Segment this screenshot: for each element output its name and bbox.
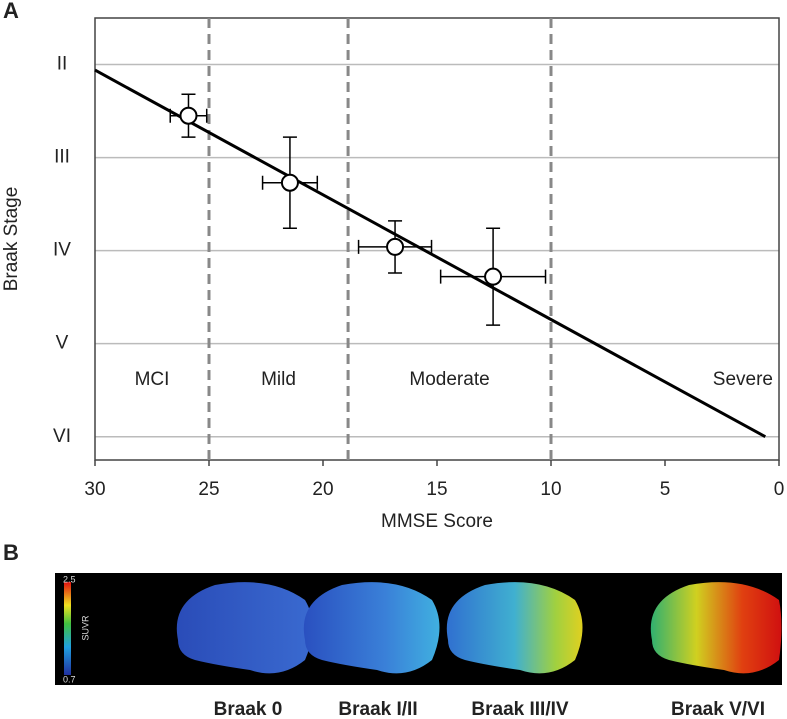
point	[280, 173, 299, 192]
brain	[303, 582, 440, 674]
x-tick-label: 0	[774, 479, 785, 500]
y-tick-label: VI	[53, 426, 71, 447]
point	[386, 237, 405, 256]
colorbar-max: 2.5	[63, 574, 76, 584]
brain-label: Braak 0	[214, 699, 283, 719]
brain-label: Braak V/VI	[671, 699, 765, 719]
fit-line	[94, 68, 767, 439]
x-tick-label: 15	[426, 479, 447, 500]
y-tick-label: V	[56, 333, 69, 354]
x-tick-label: 30	[84, 479, 105, 500]
y-tick-label: II	[57, 54, 68, 75]
colorbar-label: SUVR	[80, 615, 90, 641]
brain	[446, 582, 583, 674]
x-tick-label: 5	[660, 479, 671, 500]
stage-label: Mild	[261, 369, 296, 390]
x-tick-label: 25	[198, 479, 219, 500]
stage-label: MCI	[135, 369, 170, 390]
brain-label: Braak I/II	[338, 699, 417, 719]
colorbar-min: 0.7	[63, 674, 76, 684]
brain-label: Braak III/IV	[471, 699, 568, 719]
y-tick-label: IV	[53, 240, 71, 261]
brain	[176, 582, 313, 674]
plot-frame	[94, 17, 780, 461]
panel-b: 2.5 SUVR 0.7 Braak 0 Braak I/II Braak II…	[55, 573, 782, 719]
x-tick-label: 10	[540, 479, 561, 500]
panel-label: A	[3, 0, 19, 23]
x-tick-label: 20	[312, 479, 333, 500]
point	[179, 106, 198, 125]
stage-label: Severe	[713, 369, 773, 390]
x-axis-label: MMSE Score	[381, 511, 493, 532]
stage-label: Moderate	[409, 369, 489, 390]
panel-label: B	[3, 540, 19, 565]
y-axis-label: Braak Stage	[1, 187, 22, 292]
colorbar	[64, 582, 71, 675]
point	[484, 267, 503, 286]
brain	[650, 582, 782, 674]
y-tick-label: III	[54, 147, 70, 168]
